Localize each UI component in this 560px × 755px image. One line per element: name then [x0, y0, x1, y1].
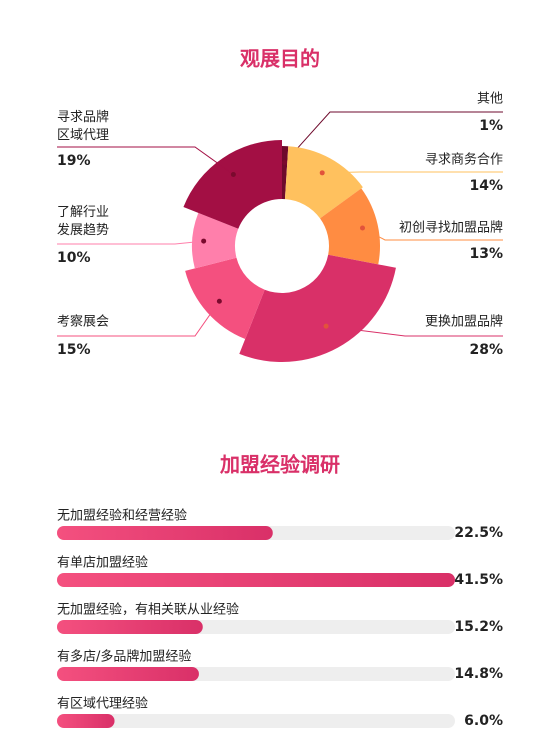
pie-slice — [185, 257, 265, 339]
bar — [57, 620, 203, 634]
slice-label: 初创寻找加盟品牌 — [399, 220, 503, 236]
bar — [57, 714, 115, 728]
pie-slice — [320, 188, 380, 265]
leader-line — [57, 146, 234, 175]
leader-dot — [323, 323, 329, 329]
pie-slice — [284, 146, 363, 219]
slice-value: 1% — [479, 118, 503, 134]
bar-value: 6.0% — [464, 713, 503, 729]
bar — [57, 573, 455, 587]
slice-label: 寻求品牌区域代理 — [57, 109, 109, 143]
slice-label: 其他 — [477, 92, 503, 107]
slice-label: 寻求商务合作 — [425, 152, 503, 168]
bar-value: 14.8% — [454, 666, 503, 682]
bar-label: 无加盟经验和经营经验 — [57, 508, 187, 524]
slice-label: 了解行业发展趋势 — [57, 205, 109, 238]
leader-dot — [216, 298, 222, 304]
pie-slice — [192, 212, 239, 269]
bar-track — [57, 714, 455, 728]
slice-value: 14% — [469, 178, 503, 194]
bar-value: 41.5% — [454, 572, 503, 588]
bar-value: 15.2% — [454, 619, 503, 635]
bar — [57, 526, 273, 540]
slice-label: 更换加盟品牌 — [425, 314, 503, 330]
leader-dot — [319, 170, 325, 176]
pie-slice — [183, 140, 282, 229]
leader-dot — [360, 225, 366, 231]
bar-title: 加盟经验调研 — [219, 453, 340, 477]
pie-slice — [239, 254, 396, 362]
slice-value: 10% — [57, 250, 91, 266]
slice-value: 15% — [57, 342, 91, 358]
leader-line — [284, 111, 503, 163]
bar-label: 有区域代理经验 — [57, 696, 148, 712]
bar-label: 无加盟经验，有相关联从业经验 — [57, 602, 239, 618]
leader-line — [57, 300, 220, 337]
bar-label: 有多店/多品牌加盟经验 — [57, 649, 191, 665]
bar — [57, 667, 199, 681]
leader-dot — [282, 160, 288, 166]
slice-label: 考察展会 — [57, 315, 109, 330]
leader-line — [362, 227, 503, 241]
leader-line — [326, 325, 503, 337]
leader-dot — [201, 238, 207, 244]
slice-value: 13% — [469, 246, 503, 262]
slice-value: 28% — [469, 342, 503, 358]
slice-value: 19% — [57, 153, 91, 169]
bar-value: 22.5% — [454, 525, 503, 541]
bar-label: 有单店加盟经验 — [57, 555, 148, 571]
leader-line — [57, 240, 204, 245]
pie-slice — [282, 146, 289, 200]
leader-dot — [230, 171, 236, 177]
pie-title: 观展目的 — [240, 47, 320, 71]
leader-line — [322, 171, 503, 174]
